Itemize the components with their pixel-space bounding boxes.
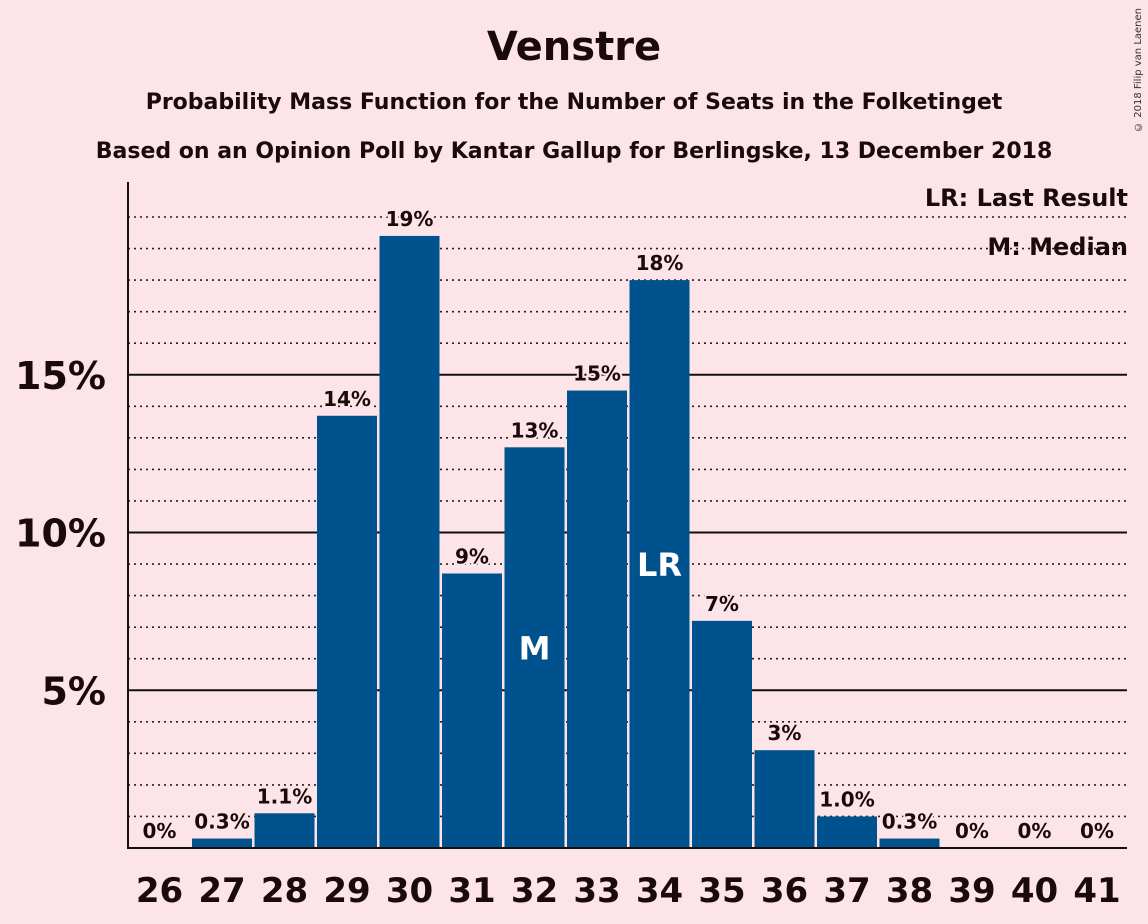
legend-last-result: LR: Last Result (924, 184, 1128, 212)
median-marker: M (519, 630, 551, 668)
data-label: 1.0% (819, 787, 874, 811)
bar-seats-30 (379, 235, 440, 848)
data-label: 19% (386, 207, 434, 231)
bar-seats-28 (254, 813, 315, 848)
data-label: 18% (636, 251, 684, 275)
data-label: 3% (768, 721, 802, 745)
data-label: 14% (323, 387, 371, 411)
data-label: 0% (1018, 819, 1052, 843)
bar-seats-33 (567, 390, 627, 848)
x-tick-label: 31 (448, 871, 495, 911)
bar-seats-31 (442, 573, 502, 848)
data-label: 1.1% (257, 784, 312, 808)
bar-seats-32 (504, 447, 565, 848)
data-label: 9% (455, 545, 489, 569)
chart-title: Venstre (486, 24, 662, 70)
y-tick-label: 5% (41, 669, 106, 713)
x-tick-label: 26 (136, 871, 183, 911)
x-tick-label: 29 (323, 871, 370, 911)
data-label: 15% (573, 362, 621, 386)
chart-subtitle-source: Based on an Opinion Poll by Kantar Gallu… (95, 139, 1053, 164)
x-tick-label: 34 (636, 871, 683, 911)
bar-seats-27 (192, 838, 252, 848)
legend-median: M: Median (987, 233, 1128, 261)
chart-subtitle: Probability Mass Function for the Number… (145, 90, 1003, 115)
x-tick-label: 30 (386, 871, 433, 911)
x-tick-label: 35 (698, 871, 745, 911)
bar-seats-35 (692, 620, 752, 848)
x-tick-label: 32 (511, 871, 558, 911)
last-result-marker: LR (637, 546, 682, 584)
data-label: 0% (955, 819, 989, 843)
bar-seats-34 (629, 280, 690, 849)
data-label: 0% (143, 819, 177, 843)
x-tick-label: 41 (1073, 871, 1120, 911)
x-tick-label: 33 (573, 871, 620, 911)
data-label: 7% (705, 592, 739, 616)
bar-seats-36 (754, 750, 815, 848)
x-tick-label: 37 (823, 871, 870, 911)
x-tick-label: 36 (761, 871, 808, 911)
bar-seats-29 (317, 415, 377, 848)
x-tick-label: 40 (1011, 871, 1058, 911)
data-label: 0% (1080, 819, 1114, 843)
x-tick-label: 28 (261, 871, 308, 911)
data-label: 0.3% (194, 810, 249, 834)
copyright-notice: © 2018 Filip van Laenen (1133, 8, 1144, 132)
y-tick-label: 10% (15, 512, 106, 556)
bar-seats-37 (817, 816, 877, 848)
x-tick-label: 38 (886, 871, 933, 911)
y-tick-label: 15% (15, 354, 106, 398)
data-label: 0.3% (882, 810, 937, 834)
x-tick-label: 27 (198, 871, 245, 911)
x-tick-label: 39 (948, 871, 995, 911)
bar-seats-38 (879, 838, 940, 848)
data-label: 13% (511, 418, 559, 442)
